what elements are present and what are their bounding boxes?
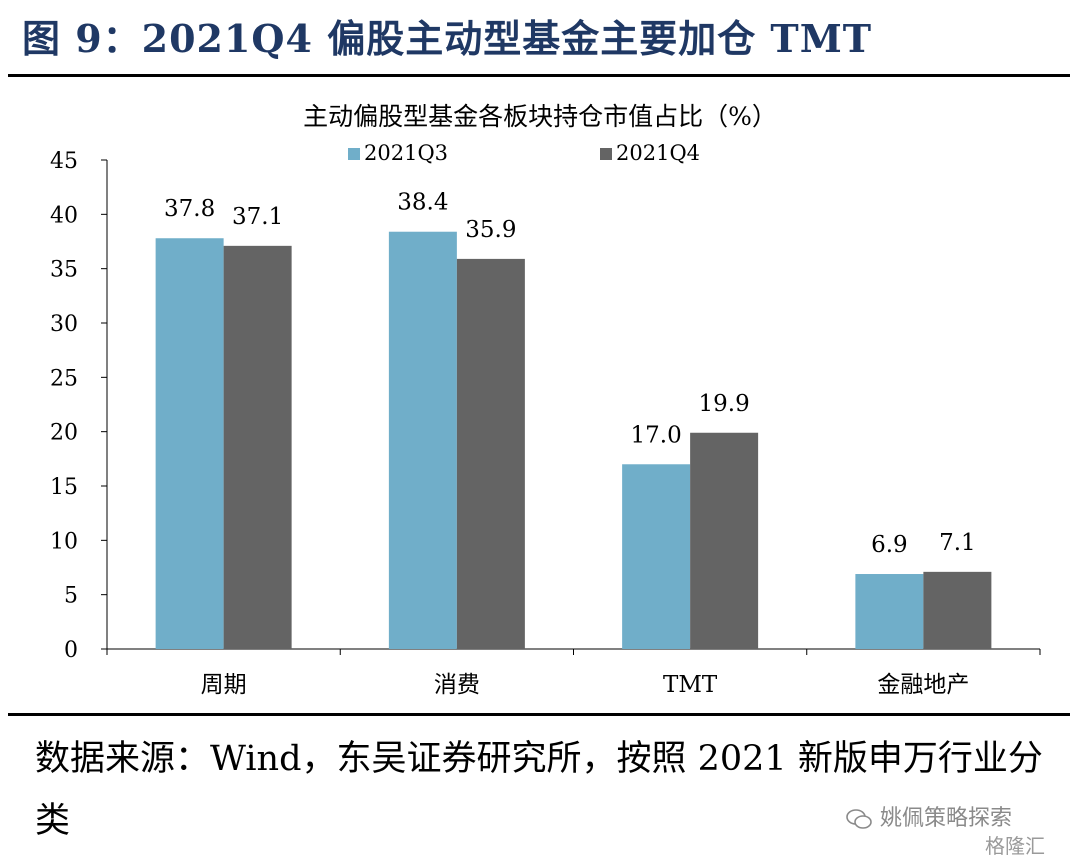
top-rule [8,74,1070,77]
data-label: 38.4 [397,190,448,216]
data-label: 37.8 [164,196,215,222]
legend-swatch-2021q3 [348,148,360,160]
logo-watermark: 格隆汇 [985,830,1045,859]
bar-2021q4 [690,432,759,649]
wechat-icon [846,809,872,829]
data-label: 6.9 [871,532,908,558]
bar-2021q4 [223,245,292,649]
y-tick-label: 10 [50,529,78,554]
legend-swatch-2021q4 [600,148,612,160]
y-tick-label: 20 [50,421,78,446]
y-tick-label: 40 [50,203,78,228]
y-tick-label: 35 [50,258,78,283]
x-tick-label: 金融地产 [877,672,969,698]
bar-2021q4 [456,258,525,649]
data-label: 37.1 [232,204,283,230]
legend-label-2021q3: 2021Q3 [364,141,448,165]
data-label: 7.1 [939,530,976,556]
y-tick-label: 15 [50,475,78,500]
bottom-rule [8,713,1070,716]
bar-2021q3 [388,231,457,649]
x-tick-label: 周期 [201,672,247,698]
logo-watermark-text: 格隆汇 [985,834,1045,858]
watermark-text: 姚佩策略探索 [880,806,1013,831]
bar-2021q3 [155,238,224,650]
data-label: 17.0 [631,422,682,448]
bar-2021q4 [923,571,992,649]
chart-title: 主动偏股型基金各板块持仓市值占比（%） [303,102,777,131]
y-tick-label: 5 [64,584,78,609]
data-label: 19.9 [699,391,750,417]
y-tick-label: 0 [64,638,78,663]
y-tick-label: 25 [50,366,78,391]
watermark: 姚佩策略探索 [845,800,1012,832]
source-note: 数据来源：Wind，东吴证券研究所，按照 2021 新版申万行业分类 [35,739,1043,841]
figure-title: 图 9：2021Q4 偏股主动型基金主要加仓 TMT [22,16,873,61]
legend-label-2021q4: 2021Q4 [616,141,700,165]
x-tick-label: TMT [663,672,718,698]
y-tick-label: 45 [50,149,78,174]
bar-chart: 主动偏股型基金各板块持仓市值占比（%） 2021Q3 2021Q4 0 5 10 15 20 2… [50,102,1041,698]
bar-2021q3 [855,574,924,649]
bar-2021q3 [622,464,691,649]
y-tick-label: 30 [50,312,78,337]
data-label: 35.9 [465,217,516,243]
x-tick-label: 消费 [434,672,480,698]
